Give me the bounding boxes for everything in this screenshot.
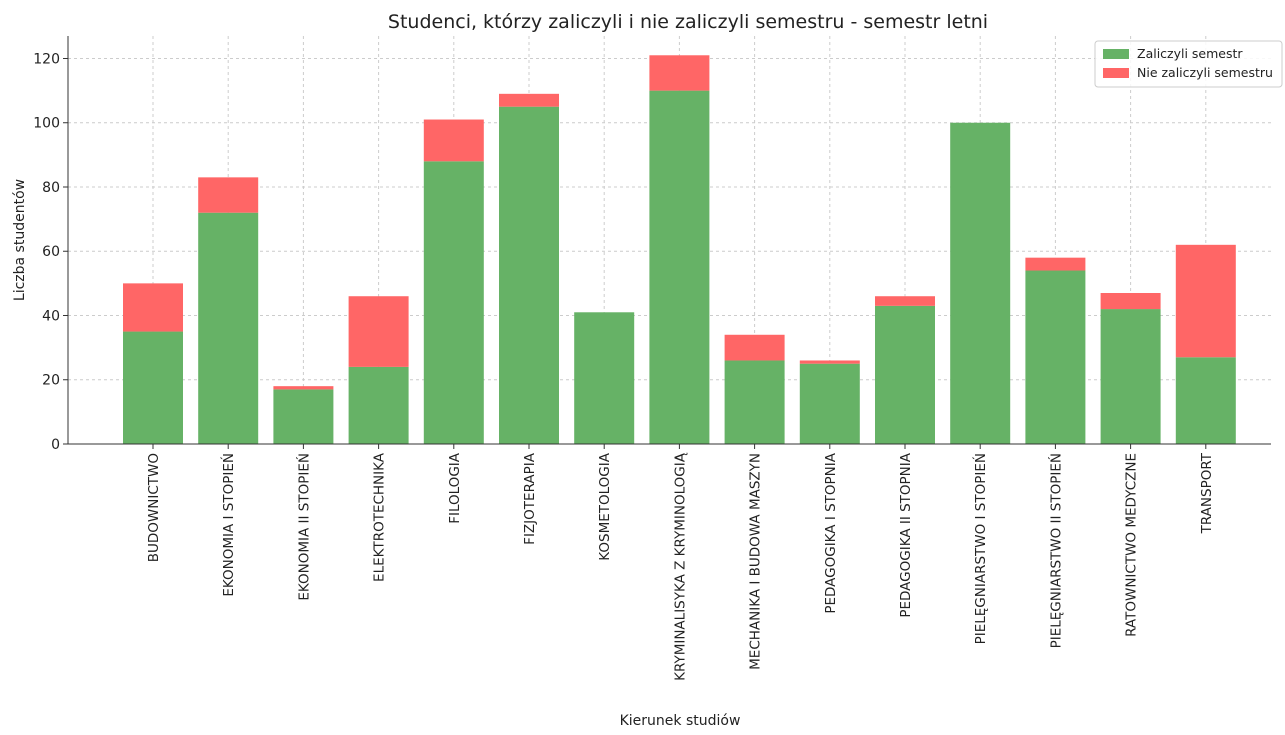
y-tick-label: 60 (42, 244, 60, 260)
legend-label: Zaliczyli semestr (1137, 46, 1243, 61)
x-axis-label: Kierunek studiów (620, 713, 741, 729)
x-tick-label: PIELĘGNIARSTWO II STOPIEŃ (1046, 453, 1064, 648)
y-tick-label: 40 (42, 308, 60, 324)
legend-label: Nie zaliczyli semestru (1137, 65, 1273, 80)
chart-title: Studenci, którzy zaliczyli i nie zaliczy… (388, 11, 988, 33)
y-tick-label: 0 (51, 437, 60, 453)
bar-failed (348, 296, 409, 367)
legend-box (1094, 40, 1283, 88)
bar-passed (423, 161, 484, 445)
bar-failed (1025, 257, 1086, 271)
bar-passed (649, 90, 710, 445)
bar-failed (198, 177, 259, 213)
x-tick-label: FIZJOTERAPIA (522, 452, 538, 545)
bar-failed (649, 55, 710, 91)
bar-passed (724, 360, 785, 444)
bars (123, 55, 1236, 445)
bar-passed (799, 363, 860, 444)
x-tick-label: PEDAGOGIKA II STOPNIA (898, 452, 914, 617)
x-tick-label: KRYMINALISYKA Z KRYMINOLOGIĄ (672, 452, 688, 681)
bar-failed (875, 296, 935, 306)
bar-passed (198, 212, 259, 444)
bar-failed (423, 119, 484, 162)
bar-failed (123, 283, 183, 332)
bar-passed (1175, 357, 1236, 444)
legend-swatch (1103, 49, 1129, 59)
bar-passed (950, 122, 1011, 444)
bar-passed (1100, 309, 1161, 444)
x-tick-label: MECHANIKA I BUDOWA MASZYN (748, 453, 764, 670)
bar-passed (348, 366, 409, 444)
y-axis-label: Liczba studentów (12, 179, 28, 301)
legend-swatch (1103, 68, 1129, 78)
y-tick-label: 100 (33, 116, 60, 132)
x-tick-label: PIELĘGNIARSTWO I STOPIEŃ (971, 453, 989, 644)
y-tick-label: 120 (33, 51, 60, 67)
bar-passed (499, 106, 559, 445)
bar-passed (574, 312, 635, 444)
bar-failed (499, 93, 559, 107)
bar-passed (273, 389, 334, 444)
x-tick-label: ELEKTROTECHNIKA (372, 452, 388, 582)
bar-passed (123, 331, 183, 444)
bar-passed (875, 305, 935, 444)
bar-failed (724, 334, 785, 361)
bar-passed (1025, 270, 1086, 444)
x-tick-label: TRANSPORT (1199, 452, 1215, 534)
y-tick-label: 20 (42, 373, 60, 389)
bar-failed (799, 360, 860, 364)
x-tick-label: BUDOWNICTWO (146, 453, 162, 562)
legend: Zaliczyli semestr Nie zaliczyli semestru (1094, 40, 1283, 88)
x-tick-label: EKONOMIA II STOPIEŃ (294, 453, 312, 601)
bar-failed (1100, 293, 1161, 310)
y-ticks: 0 20 40 60 80 100 120 (33, 51, 68, 453)
bar-failed (273, 386, 334, 390)
x-tick-label: FILOLOGIA (447, 452, 463, 524)
bar-failed (1175, 244, 1236, 358)
axes (67, 36, 1271, 445)
y-tick-label: 80 (42, 180, 60, 196)
x-tick-label: KOSMETOLOGIA (597, 452, 613, 560)
x-tick-label: RATOWNICTWO MEDYCZNE (1124, 453, 1140, 637)
x-tick-label: PEDAGOGIKA I STOPNIA (823, 452, 839, 613)
x-ticks: BUDOWNICTWO EKONOMIA I STOPIEŃ EKONOMIA II… (146, 444, 1215, 681)
x-tick-label: EKONOMIA I STOPIEŃ (219, 453, 237, 597)
